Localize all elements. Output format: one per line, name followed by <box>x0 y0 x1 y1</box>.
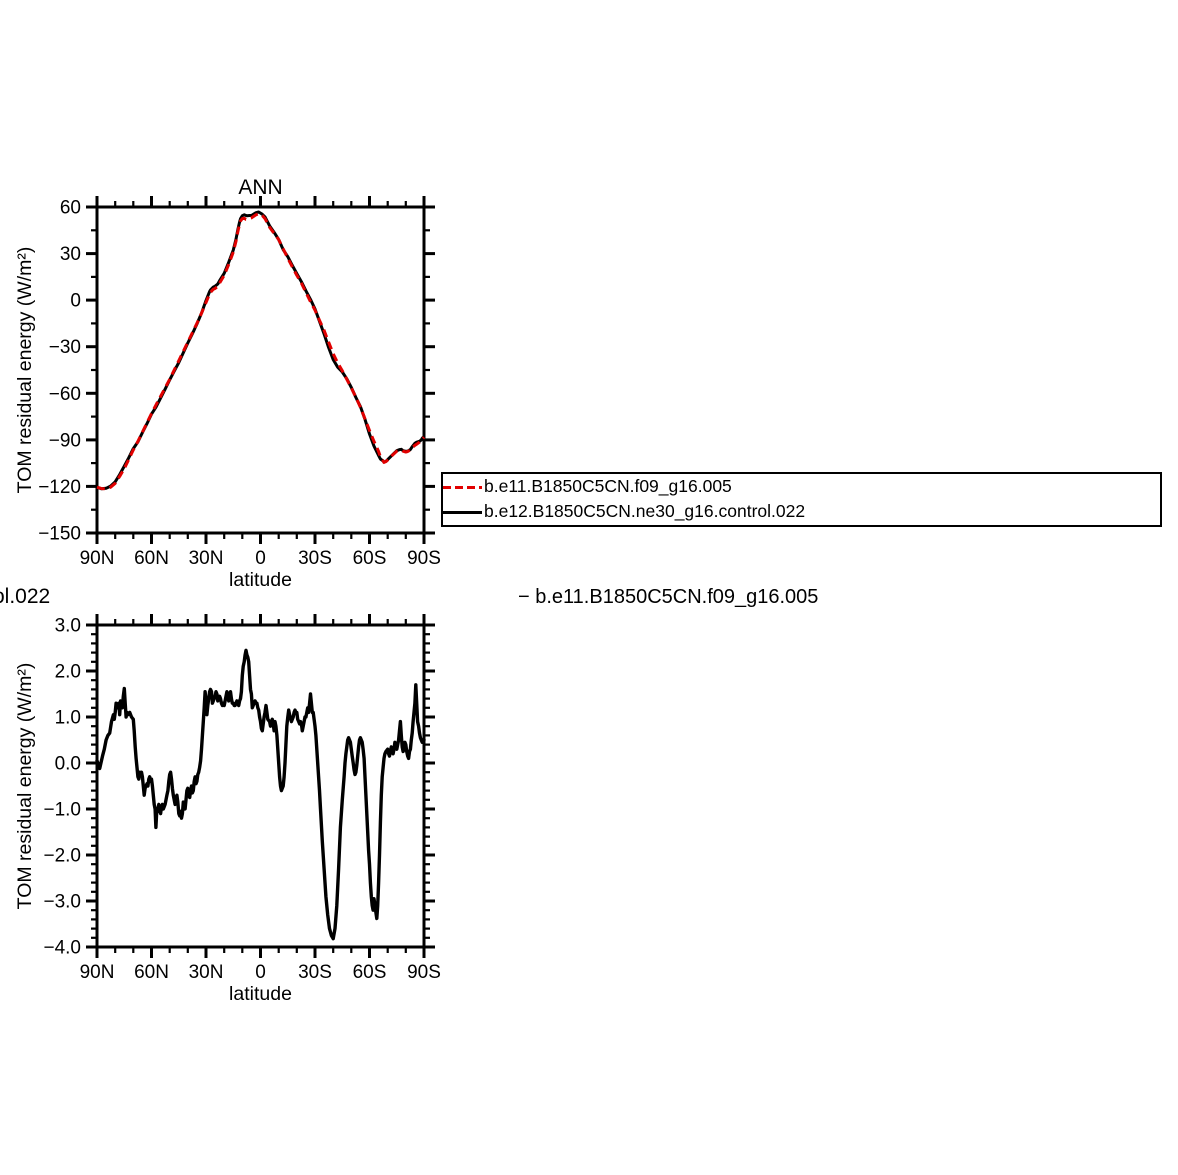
top-chart: 90N 60N 30N 0 30S 60S 90S 60 30 0 −30 −60 −90 −120 −15… <box>14 176 441 591</box>
y-tick-label: −4.0 <box>43 938 81 959</box>
y-tick-label: 0.0 <box>55 754 81 775</box>
axis-minor-ticks <box>91 619 430 953</box>
y-axis-label: TOM residual energy (W/m²) <box>14 663 36 910</box>
legend-box: b.e11.B1850C5CN.f09_g16.005 b.e12.B1850C… <box>441 472 1162 527</box>
legend-entry-red: b.e11.B1850C5CN.f09_g16.005 <box>443 478 1160 497</box>
y-tick-label: −120 <box>38 477 81 498</box>
x-axis-label: latitude <box>229 983 292 1005</box>
y-tick-label: −1.0 <box>43 800 81 821</box>
axis-ticks <box>86 614 435 958</box>
red-dashed-line-sample <box>443 485 482 489</box>
axis-ticks <box>86 196 435 544</box>
y-tick-label: 3.0 <box>55 616 81 637</box>
y-tick-label: −60 <box>49 384 81 405</box>
x-tick-label: 0 <box>255 962 266 983</box>
axis-minor-ticks <box>91 201 430 539</box>
series-line <box>95 648 426 941</box>
x-tick-label: 60N <box>134 548 169 569</box>
y-tick-label: 2.0 <box>55 662 81 683</box>
y-tick-label: 30 <box>60 244 81 265</box>
diff-title-right-fragment: − b.e11.B1850C5CN.f09_g16.005 <box>518 586 819 608</box>
x-tick-label: 90N <box>80 962 115 983</box>
x-tick-label: 30S <box>298 962 332 983</box>
y-tick-label: −30 <box>49 337 81 358</box>
x-tick-label: 60N <box>134 962 169 983</box>
y-tick-label: 60 <box>60 198 81 219</box>
y-axis-label: TOM residual energy (W/m²) <box>14 247 36 494</box>
x-tick-label: 60S <box>353 548 387 569</box>
y-tick-label: −150 <box>38 524 81 545</box>
x-tick-label: 30N <box>189 962 224 983</box>
x-tick-label: 90S <box>407 962 441 983</box>
x-tick-label: 90N <box>80 548 115 569</box>
y-tick-label: −2.0 <box>43 846 81 867</box>
legend-label-black: b.e12.B1850C5CN.ne30_g16.control.022 <box>484 501 806 522</box>
y-tick-label: 0 <box>70 291 81 312</box>
bottom-chart: 90N 60N 30N 0 30S 60S 90S 3.0 2.0 1.0 0.0 −1.0 −2.0 −… <box>14 614 441 1005</box>
diff-title-left-fragment: ol.022 <box>0 585 51 608</box>
x-axis-label: latitude <box>229 569 292 591</box>
black-solid-line-sample <box>443 510 482 514</box>
y-tick-label: −90 <box>49 430 81 451</box>
x-tick-label: 30S <box>298 548 332 569</box>
plot-frame <box>95 205 426 535</box>
chart-title: ANN <box>238 176 282 199</box>
y-tick-label: −3.0 <box>43 892 81 913</box>
series-line <box>95 210 426 491</box>
x-tick-label: 0 <box>255 548 266 569</box>
legend-entry-black: b.e12.B1850C5CN.ne30_g16.control.022 <box>443 503 1160 522</box>
x-tick-label: 30N <box>189 548 224 569</box>
legend-label-red: b.e11.B1850C5CN.f09_g16.005 <box>484 476 732 497</box>
x-tick-label: 90S <box>407 548 441 569</box>
x-tick-label: 60S <box>353 962 387 983</box>
series-line <box>96 212 426 491</box>
y-tick-label: 1.0 <box>55 708 81 729</box>
